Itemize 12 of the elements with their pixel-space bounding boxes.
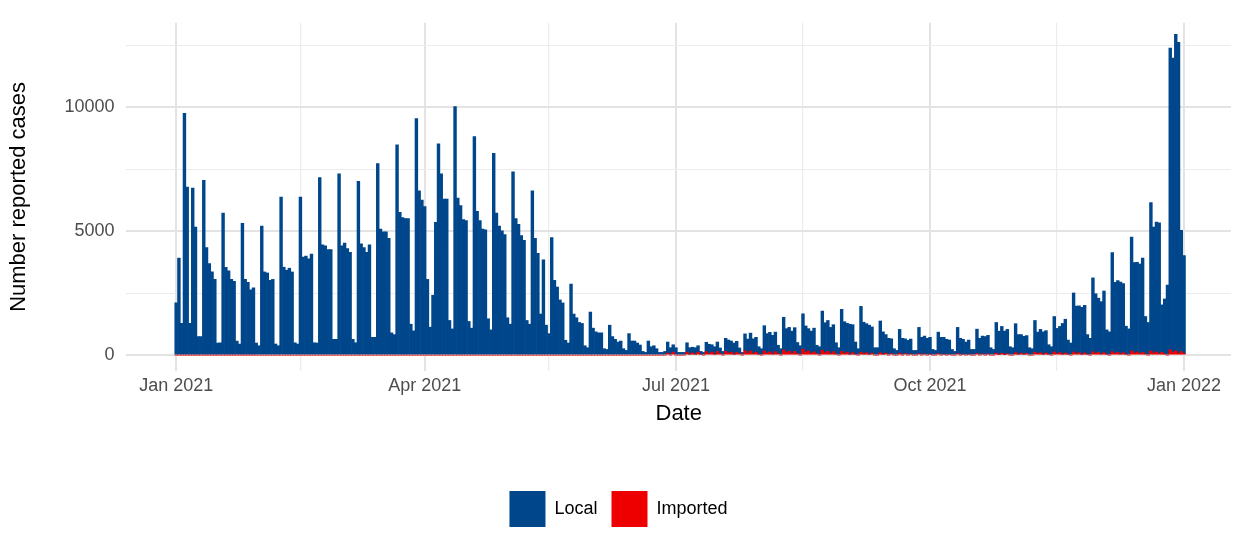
legend-label: Local [554, 497, 598, 518]
x-tick-label: Jan 2021 [139, 374, 214, 395]
y-tick-label: 5000 [74, 220, 115, 241]
x-tick-label: Oct 2021 [893, 374, 967, 395]
y-axis-title: Number reported cases [5, 81, 31, 312]
x-tick-label: Jul 2021 [641, 374, 710, 395]
x-tick-label: Apr 2021 [388, 374, 462, 395]
x-axis-title: Date [655, 399, 702, 425]
legend-label: Imported [656, 497, 728, 518]
y-tick-label: 10000 [64, 96, 115, 117]
x-tick-label: Jan 2022 [1147, 374, 1222, 395]
y-tick-label: 0 [104, 344, 115, 365]
